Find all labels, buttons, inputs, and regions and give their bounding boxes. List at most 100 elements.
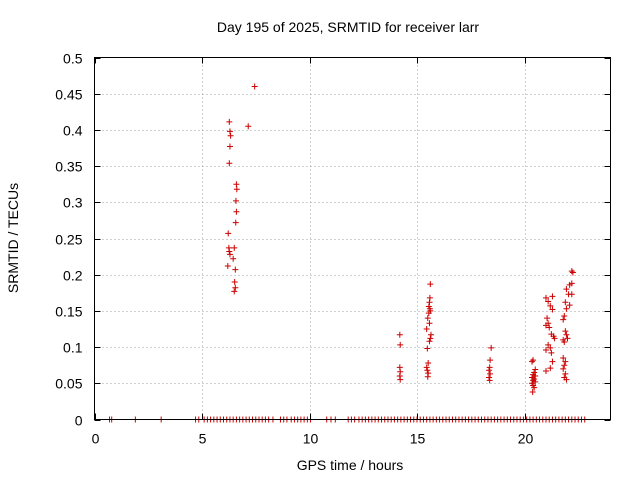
- y-tick-label: 0.5: [63, 51, 83, 67]
- data-point: [397, 341, 404, 348]
- data-point: [547, 344, 554, 351]
- data-point: [561, 339, 568, 346]
- data-points: [106, 83, 588, 423]
- data-point: [532, 373, 539, 380]
- data-point: [543, 346, 549, 353]
- data-point: [425, 360, 432, 367]
- data-point: [232, 219, 239, 226]
- data-point: [397, 376, 404, 383]
- data-point: [424, 345, 431, 352]
- data-point: [532, 366, 539, 373]
- y-axis-label: SRMTID / TECUs: [5, 183, 21, 293]
- chart-title: Day 195 of 2025, SRMTID for receiver lar…: [217, 19, 480, 35]
- data-point: [531, 375, 538, 382]
- x-tick-label: 10: [303, 431, 319, 447]
- data-point: [549, 306, 556, 313]
- data-point: [563, 331, 570, 338]
- y-tick-labels: 0 0.05 0.1 0.15 0.2 0.25 0.3 0.35 0.4 0.45 0.5: [55, 51, 82, 429]
- data-point: [423, 326, 430, 332]
- data-point: [531, 384, 538, 391]
- y-tick-label: 0.15: [55, 304, 82, 320]
- data-point: [545, 298, 552, 305]
- data-point: [563, 376, 570, 383]
- data-point: [226, 160, 233, 167]
- data-point: [226, 118, 233, 125]
- data-point: [227, 132, 234, 139]
- data-point: [486, 367, 493, 374]
- axis-ticks: [94, 57, 611, 421]
- data-point: [560, 354, 567, 361]
- data-point: [529, 388, 536, 395]
- data-point: [226, 248, 233, 255]
- data-point: [233, 186, 240, 193]
- data-point: [233, 181, 240, 188]
- data-point: [427, 281, 434, 288]
- data-point: [529, 358, 536, 365]
- data-point: [245, 123, 252, 130]
- data-point: [396, 331, 403, 338]
- data-point: [546, 324, 553, 331]
- data-point: [562, 299, 569, 306]
- x-tick-label: 5: [199, 431, 207, 447]
- data-point: [543, 367, 549, 374]
- data-point: [424, 315, 431, 322]
- data-point: [566, 281, 573, 288]
- data-point: [560, 365, 567, 372]
- data-point: [560, 316, 567, 323]
- data-point: [486, 377, 493, 384]
- y-tick-label: 0.25: [55, 232, 82, 248]
- grid-lines: [94, 57, 611, 420]
- data-point: [563, 305, 570, 312]
- data-point: [530, 357, 537, 364]
- x-tick-label: 20: [518, 431, 534, 447]
- y-tick-label: 0.1: [63, 340, 83, 356]
- data-point: [231, 244, 238, 251]
- data-point: [425, 310, 432, 317]
- data-point: [562, 370, 569, 377]
- data-point: [568, 268, 575, 275]
- data-point: [232, 284, 239, 291]
- data-point: [233, 208, 240, 215]
- data-point: [543, 322, 549, 329]
- data-point: [561, 312, 568, 319]
- data-point: [426, 299, 433, 306]
- data-point: [547, 365, 554, 372]
- data-point: [225, 230, 232, 237]
- data-point: [226, 251, 233, 258]
- y-tick-label: 0: [75, 413, 83, 429]
- data-point: [547, 302, 554, 309]
- y-tick-label: 0.35: [55, 159, 82, 175]
- data-point: [549, 293, 556, 300]
- data-point: [486, 364, 493, 371]
- data-point: [561, 362, 568, 369]
- data-point: [251, 83, 258, 90]
- data-point: [487, 370, 494, 377]
- y-tick-label: 0.05: [55, 376, 82, 392]
- y-tick-label: 0.45: [55, 87, 82, 103]
- data-point: [548, 349, 555, 356]
- data-point: [562, 328, 569, 335]
- data-point: [564, 335, 571, 342]
- data-point: [424, 373, 431, 380]
- data-point: [423, 364, 430, 371]
- data-point: [566, 302, 573, 309]
- data-point: [427, 331, 434, 338]
- data-point: [532, 378, 539, 385]
- data-point: [488, 344, 495, 351]
- data-point: [562, 358, 569, 365]
- data-point: [551, 335, 558, 342]
- y-tick-label: 0.2: [63, 268, 83, 284]
- x-axis-label: GPS time / hours: [297, 457, 404, 473]
- data-point: [226, 128, 233, 135]
- data-point: [224, 263, 231, 270]
- data-point: [232, 266, 239, 273]
- data-point: [232, 197, 239, 204]
- data-point: [426, 338, 433, 345]
- y-tick-label: 0.4: [63, 123, 83, 139]
- data-point: [543, 294, 549, 301]
- data-point: [231, 278, 238, 285]
- data-point: [568, 291, 575, 298]
- data-point: [563, 286, 570, 293]
- x-tick-label: 0: [92, 431, 100, 447]
